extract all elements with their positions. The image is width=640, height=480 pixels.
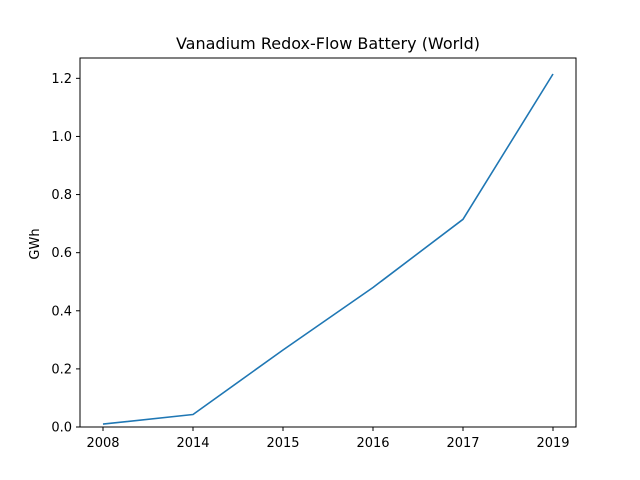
x-tick-label: 2019 bbox=[536, 436, 569, 451]
chart-title: Vanadium Redox-Flow Battery (World) bbox=[176, 34, 480, 53]
y-tick-label: 1.2 bbox=[51, 72, 72, 87]
x-tick-label: 2015 bbox=[266, 436, 299, 451]
x-tick-label: 2008 bbox=[86, 436, 119, 451]
y-tick-label: 0.2 bbox=[51, 362, 72, 377]
plot-area: 2008 2014 2015 2016 2017 2019 0.0 0.2 0.4 0.6 0.8 1… bbox=[51, 57, 577, 451]
x-tick-label: 2016 bbox=[356, 436, 389, 451]
y-tick-label: 1.0 bbox=[51, 130, 72, 145]
y-tick-label: 0.4 bbox=[51, 304, 72, 319]
x-tick-label: 2017 bbox=[446, 436, 479, 451]
series-line bbox=[102, 73, 554, 425]
y-axis-label: GWh bbox=[28, 228, 43, 259]
plot-frame bbox=[79, 57, 577, 428]
x-tick-label: 2014 bbox=[176, 436, 209, 451]
y-tick-label: 0.0 bbox=[51, 421, 72, 436]
y-tick-label: 0.8 bbox=[51, 188, 72, 203]
y-tick-label: 0.6 bbox=[51, 246, 72, 261]
